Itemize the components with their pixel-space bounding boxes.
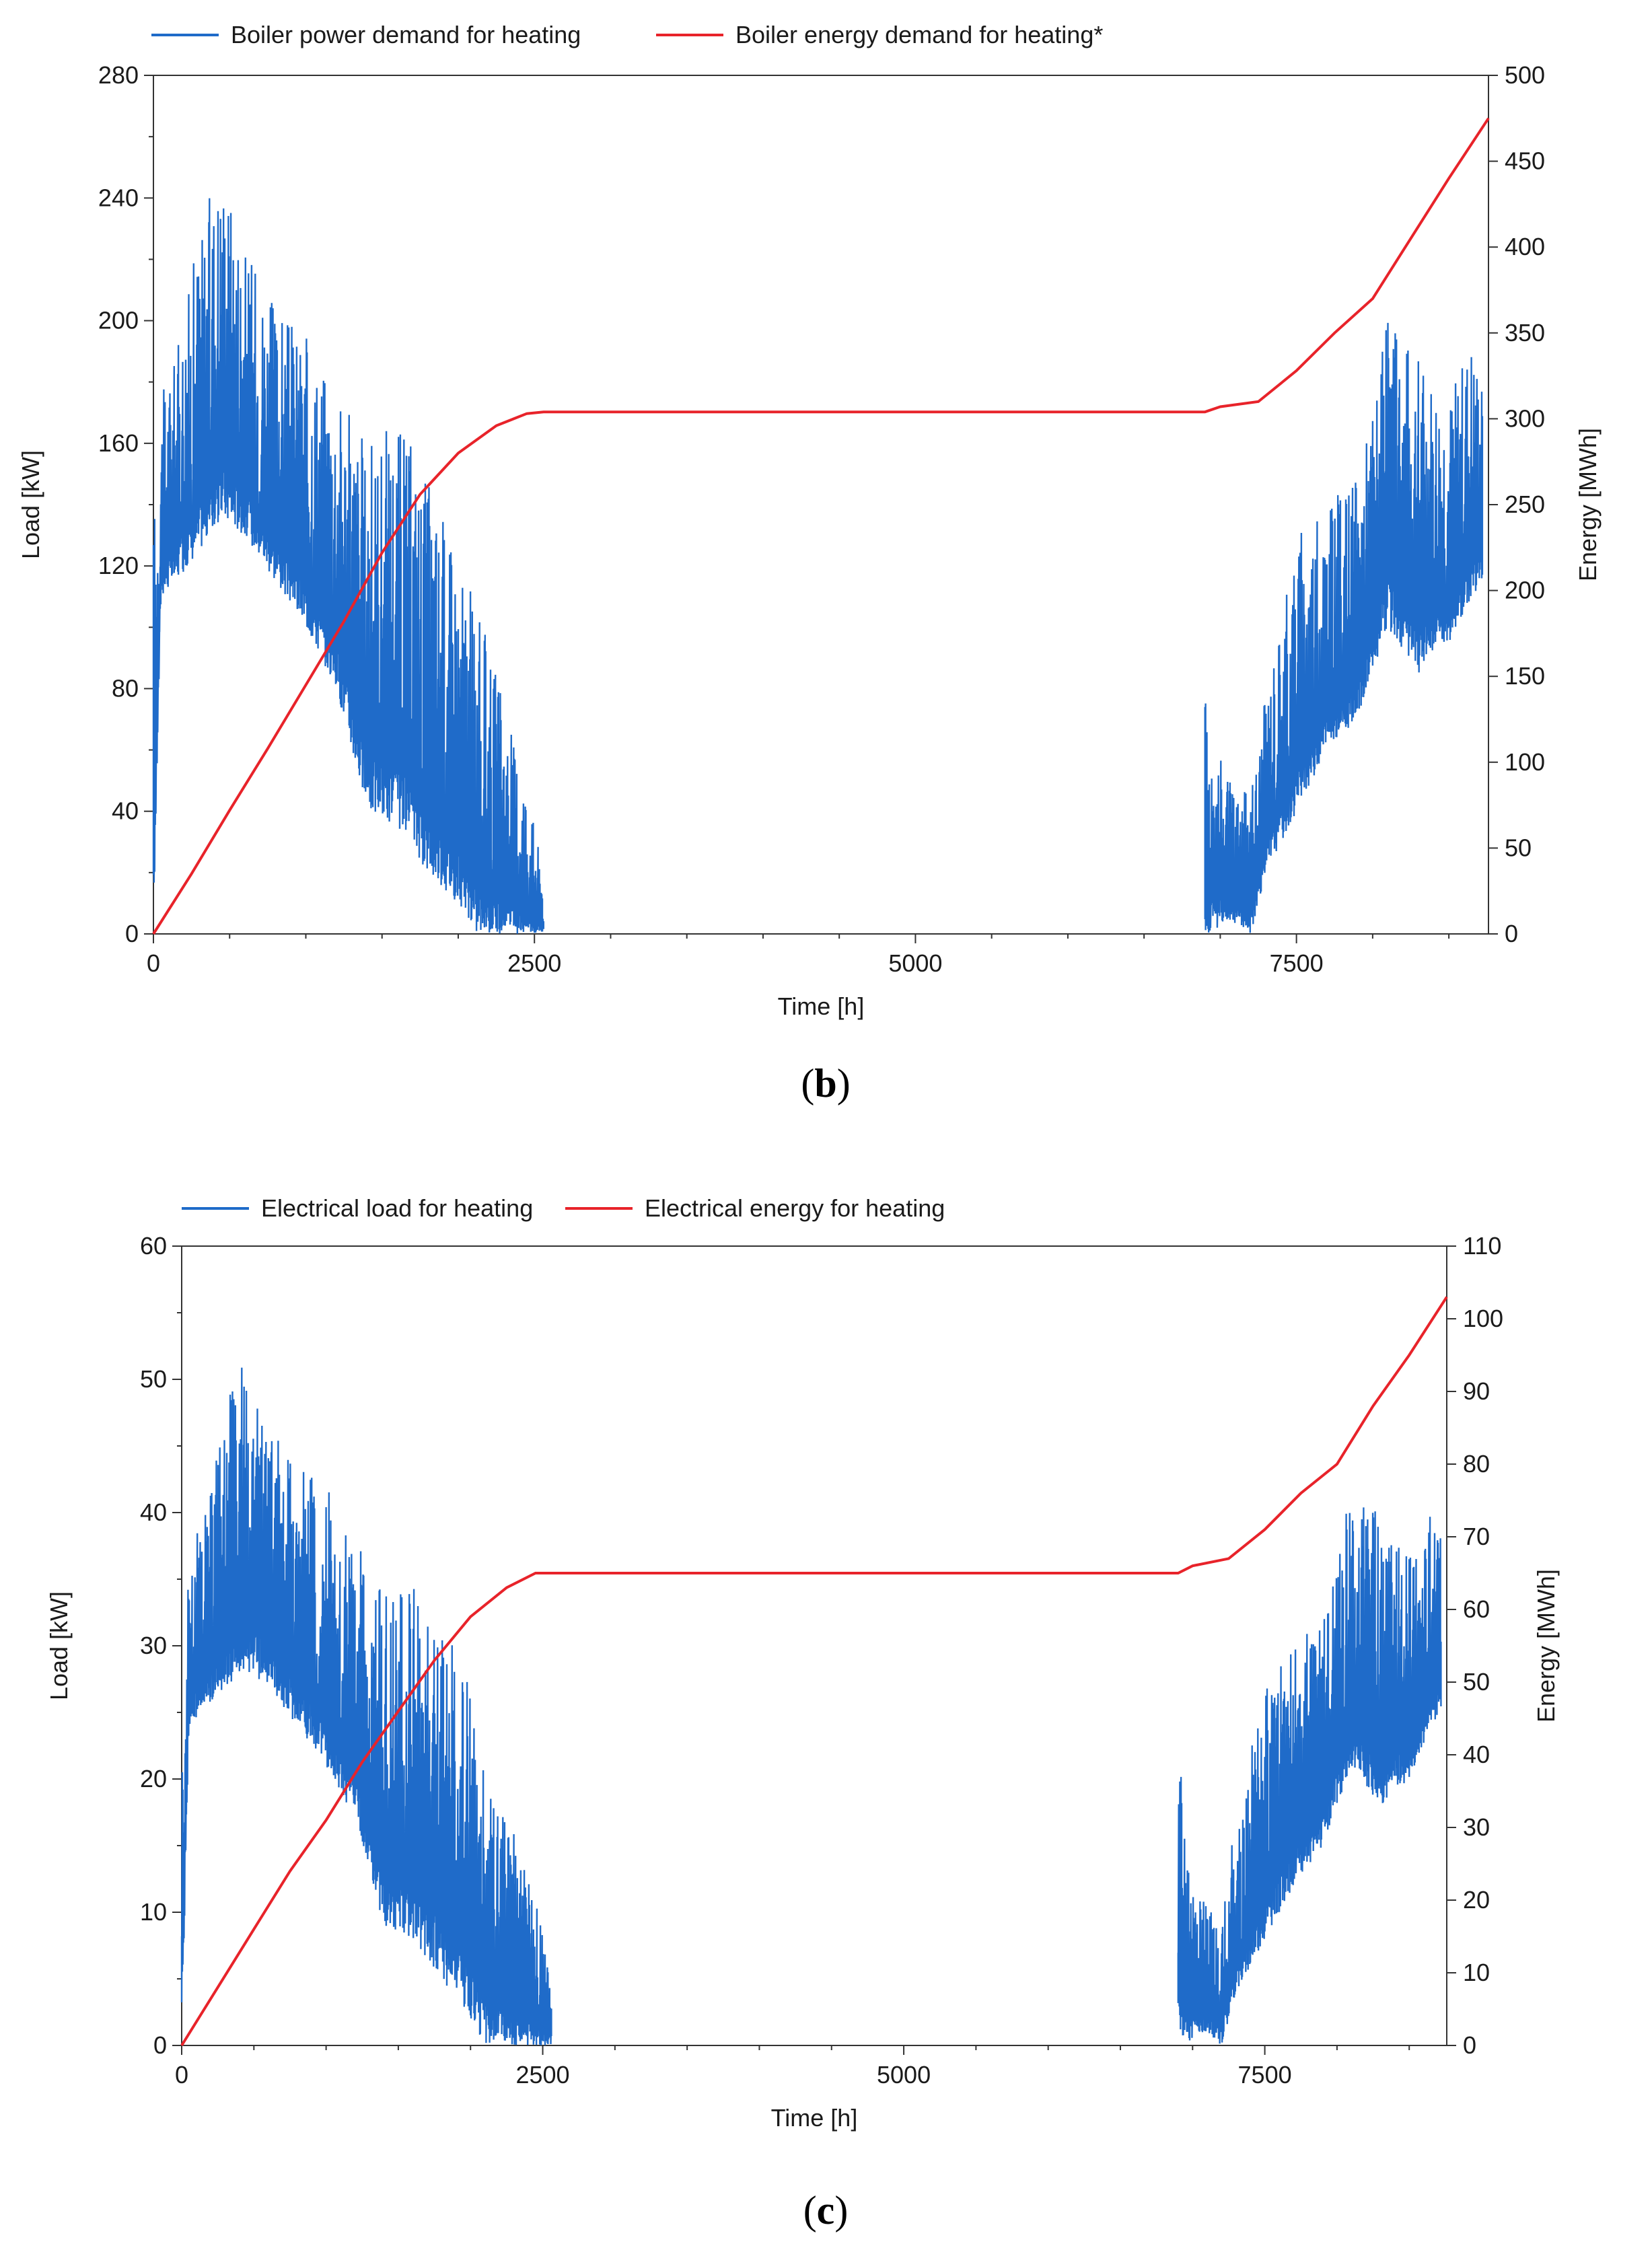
y2-tick-label: 400 — [1505, 233, 1545, 260]
y-tick-label: 50 — [140, 1365, 167, 1393]
x-tick-label: 2500 — [507, 949, 561, 977]
y-tick-label: 120 — [98, 552, 139, 579]
legend-label: Boiler power demand for heating — [231, 21, 581, 48]
y-tick-label: 240 — [98, 184, 139, 211]
y2-tick-label: 500 — [1505, 61, 1545, 89]
y2-axis-title: Energy [MWh] — [1574, 428, 1602, 581]
panel-caption: (b) — [801, 1061, 850, 1105]
series-line-load — [152, 198, 1484, 934]
x-axis-title: Time [h] — [771, 2104, 858, 2132]
y2-tick-label: 30 — [1463, 1813, 1490, 1841]
y2-tick-label: 20 — [1463, 1886, 1490, 1914]
y2-tick-label: 100 — [1505, 748, 1545, 776]
x-tick-label: 2500 — [515, 2061, 569, 2089]
y-tick-label: 40 — [140, 1498, 167, 1526]
y-tick-label: 30 — [140, 1632, 167, 1659]
y2-axis-title: Energy [MWh] — [1532, 1569, 1560, 1722]
y2-tick-label: 150 — [1505, 662, 1545, 690]
y-tick-label: 160 — [98, 429, 139, 457]
y2-tick-label: 60 — [1463, 1595, 1490, 1623]
y-tick-label: 0 — [153, 2031, 167, 2059]
y2-tick-label: 200 — [1505, 577, 1545, 604]
x-tick-label: 5000 — [877, 2061, 931, 2089]
legend-label: Electrical load for heating — [261, 1194, 533, 1222]
y-tick-label: 20 — [140, 1765, 167, 1792]
y2-tick-label: 0 — [1463, 2031, 1476, 2059]
y2-tick-label: 80 — [1463, 1450, 1490, 1478]
y2-tick-label: 250 — [1505, 491, 1545, 518]
y2-tick-label: 10 — [1463, 1959, 1490, 1986]
y2-tick-label: 50 — [1463, 1668, 1490, 1696]
legend-label: Electrical energy for heating — [645, 1194, 945, 1222]
y2-tick-label: 110 — [1463, 1232, 1501, 1260]
y2-tick-label: 70 — [1463, 1523, 1490, 1550]
y2-tick-label: 50 — [1505, 834, 1532, 861]
x-tick-label: 7500 — [1270, 949, 1324, 977]
y-axis-title: Load [kW] — [17, 450, 44, 559]
y2-tick-label: 40 — [1463, 1741, 1490, 1768]
y-tick-label: 280 — [98, 61, 139, 89]
x-tick-label: 5000 — [888, 949, 942, 977]
y-tick-label: 80 — [112, 674, 139, 702]
series-line-load — [180, 1367, 1442, 2045]
y2-tick-label: 100 — [1463, 1305, 1503, 1332]
panel-caption: (c) — [803, 2188, 849, 2233]
y-tick-label: 60 — [140, 1232, 167, 1260]
y-tick-label: 40 — [112, 797, 139, 825]
y2-tick-label: 300 — [1505, 404, 1545, 432]
x-tick-label: 7500 — [1238, 2061, 1292, 2089]
y-tick-label: 10 — [140, 1898, 167, 1926]
y2-tick-label: 350 — [1505, 319, 1545, 347]
x-axis-title: Time [h] — [778, 992, 865, 1020]
y-axis-title: Load [kW] — [45, 1591, 73, 1700]
legend-label: Boiler energy demand for heating* — [735, 21, 1103, 48]
chart-b: 0 40 80 120 160 200 240 280 0 50 100 150 200 250 300 35… — [17, 21, 1602, 1105]
y2-tick-label: 90 — [1463, 1377, 1490, 1405]
y2-tick-label: 450 — [1505, 147, 1545, 175]
y-tick-label: 0 — [125, 920, 139, 947]
y2-tick-label: 0 — [1505, 920, 1518, 947]
chart-c: 0 10 20 30 40 50 60 0 10 20 30 40 50 60 70 80 90 100 110 0 2… — [45, 1194, 1560, 2233]
x-tick-label: 0 — [147, 949, 160, 977]
x-tick-label: 0 — [175, 2061, 188, 2089]
y-tick-label: 200 — [98, 307, 139, 334]
